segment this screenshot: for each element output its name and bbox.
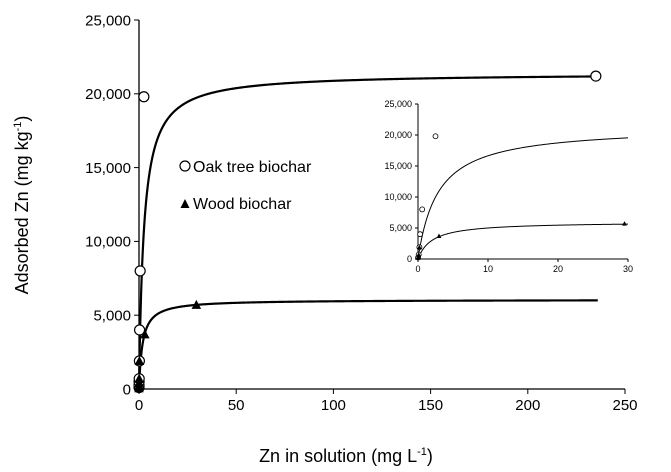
y-tick-label: 0	[123, 381, 131, 398]
inset-point-wood-biochar	[436, 233, 442, 239]
y-tick-label: 20,000	[85, 86, 131, 103]
legend: Oak tree biochar Wood biochar	[179, 159, 312, 213]
x-tick-label: 0	[135, 397, 143, 414]
inset-y-tick-label: 15,000	[384, 161, 412, 171]
inset-fit-line-wood-biochar	[417, 223, 629, 260]
inset-fit-line-oak-tree-biochar	[417, 137, 629, 260]
y-tick-label: 5,000	[93, 307, 131, 324]
inset-y-tick-label: 0	[407, 254, 412, 264]
inset-x-tick-label: 10	[483, 264, 493, 274]
point-wood-biochar	[134, 373, 144, 383]
inset-point-wood-biochar	[622, 221, 627, 226]
x-tick-label: 50	[228, 397, 245, 414]
x-tick-label: 100	[321, 397, 346, 414]
x-tick-label: 200	[515, 397, 540, 414]
inset-x-tick-label: 30	[623, 264, 633, 274]
legend-marker-oak-tree-biochar	[179, 160, 191, 172]
point-oak-tree-biochar	[134, 265, 146, 277]
inset-y-tick-label: 5,000	[389, 223, 412, 233]
inset-point-oak-tree-biochar	[417, 231, 424, 238]
inset-y-tick-label: 25,000	[384, 99, 412, 109]
point-oak-tree-biochar	[590, 70, 602, 82]
inset-point-wood-biochar	[416, 252, 422, 257]
inset-y-tick-label: 20,000	[384, 130, 412, 140]
point-oak-tree-biochar	[138, 91, 150, 103]
fit-line-wood-biochar	[137, 299, 598, 389]
x-tick-label: 250	[612, 397, 637, 414]
point-wood-biochar	[191, 299, 202, 309]
inset-point-oak-tree-biochar	[419, 206, 426, 213]
inset-plot: 0 5,000 10,000 15,000 20,000 25,000 0 10 20 30	[384, 99, 633, 274]
legend-label-wood-biochar: Wood biochar	[193, 196, 292, 213]
inset-x-tick-label: 20	[553, 264, 563, 274]
y-axis-title: Adsorbed Zn (mg kg-1)	[12, 116, 32, 295]
x-tick-label: 150	[418, 397, 443, 414]
fit-line-oak-tree-biochar	[137, 75, 598, 389]
point-wood-biochar	[134, 355, 145, 365]
y-tick-label: 10,000	[85, 234, 131, 251]
inset-x-tick-label: 0	[415, 264, 420, 274]
y-tick-label: 15,000	[85, 160, 131, 177]
legend-marker-wood-biochar	[180, 199, 190, 208]
y-tick-label: 25,000	[85, 12, 131, 29]
legend-label-oak-tree-biochar: Oak tree biochar	[193, 159, 312, 176]
point-wood-biochar	[140, 329, 150, 339]
inset-point-oak-tree-biochar	[432, 133, 439, 140]
inset-point-wood-biochar	[417, 244, 422, 250]
x-axis-title: Zn in solution (mg L-1)	[259, 446, 433, 466]
inset-y-tick-label: 10,000	[384, 192, 412, 202]
